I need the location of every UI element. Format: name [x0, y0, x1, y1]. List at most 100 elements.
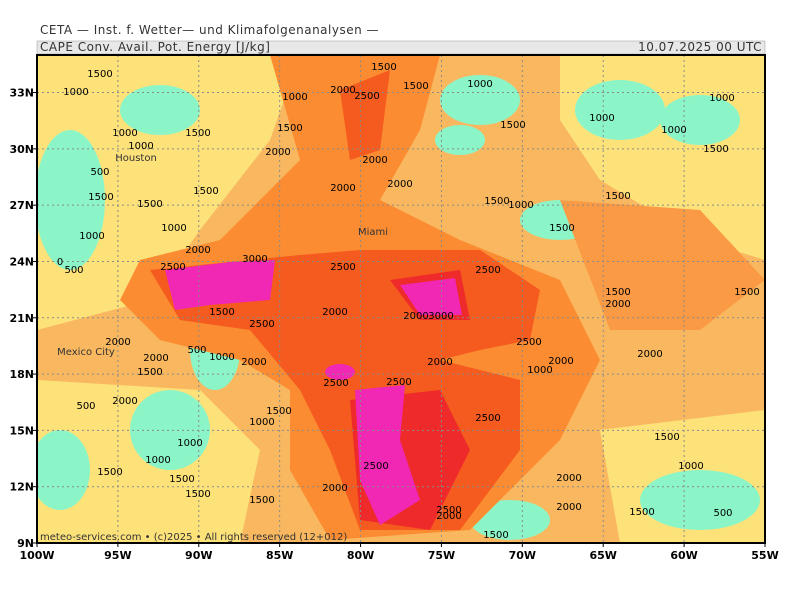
header-title: CETA — Inst. f. Wetter— und Klimafolgena… — [40, 23, 379, 37]
contour-label: 2000 — [330, 183, 355, 194]
contour-label: 2500 — [160, 262, 185, 273]
map-frame — [36, 54, 766, 544]
contour-label: 1000 — [249, 417, 274, 428]
contour-label: 1500 — [249, 495, 274, 506]
lon-tick-label: 90W — [185, 549, 212, 562]
contour-label: 500 — [187, 345, 206, 356]
contour-label: 1500 — [88, 192, 113, 203]
lon-tick-label: 60W — [670, 549, 697, 562]
contour-label: 1500 — [137, 367, 162, 378]
contour-label: 1500 — [403, 81, 428, 92]
contour-label: 1500 — [266, 406, 291, 417]
product-name: CAPE Conv. Avail. Pot. Energy [J/kg] — [40, 40, 270, 54]
contour-label: 1500 — [169, 474, 194, 485]
lon-tick-label: 55W — [751, 549, 778, 562]
contour-label: 1500 — [605, 287, 630, 298]
contour-label: 3000 — [242, 254, 267, 265]
contour-label: 2000 — [637, 349, 662, 360]
contour-label: 1500 — [193, 186, 218, 197]
contour-label: 1500 — [277, 123, 302, 134]
contour-label: 3000 — [428, 311, 453, 322]
contour-label: 2000 — [427, 357, 452, 368]
contour-label: 2500 — [436, 505, 461, 516]
contour-label: 1500 — [654, 432, 679, 443]
lat-tick-label: 30N — [9, 143, 34, 156]
contour-label: 1000 — [508, 200, 533, 211]
lon-tick-label: 70W — [509, 549, 536, 562]
footer-credit: meteo-services.com • (c)2025 • All right… — [40, 532, 347, 543]
contour-label: 1000 — [589, 113, 614, 124]
contour-label: 2000 — [143, 353, 168, 364]
contour-label: 1000 — [112, 128, 137, 139]
contour-label: 2000 — [403, 311, 428, 322]
contour-label: 1000 — [145, 455, 170, 466]
contour-label: 1500 — [605, 191, 630, 202]
lat-tick-label: 33N — [9, 87, 34, 100]
lon-tick-label: 100W — [19, 549, 54, 562]
contour-label: 1000 — [678, 461, 703, 472]
contour-label: 1500 — [185, 128, 210, 139]
contour-label: 1500 — [484, 196, 509, 207]
contour-label: 1000 — [161, 223, 186, 234]
contour-label: 2000 — [605, 299, 630, 310]
contour-label: 2500 — [475, 413, 500, 424]
contour-label: 1500 — [371, 62, 396, 73]
lon-tick-label: 65W — [589, 549, 616, 562]
lat-tick-label: 15N — [9, 424, 34, 437]
city-label: Mexico City — [57, 347, 115, 358]
lat-tick-label: 21N — [9, 312, 34, 325]
contour-label: 1500 — [87, 69, 112, 80]
lon-tick-label: 75W — [428, 549, 455, 562]
contour-label: 2000 — [362, 155, 387, 166]
lat-tick-label: 18N — [9, 368, 34, 381]
contour-label: 1000 — [661, 125, 686, 136]
contour-label: 1500 — [549, 223, 574, 234]
contour-label: 0 — [57, 257, 63, 268]
contour-label: 1500 — [483, 530, 508, 541]
contour-label: 1000 — [63, 87, 88, 98]
contour-label: 1500 — [734, 287, 759, 298]
contour-label: 1500 — [500, 120, 525, 131]
contour-label: 2000 — [322, 483, 347, 494]
contour-label: 2500 — [354, 91, 379, 102]
contour-label: 1500 — [185, 489, 210, 500]
contour-label: 2500 — [363, 461, 388, 472]
contour-label: 2000 — [265, 147, 290, 158]
contour-label: 1000 — [209, 352, 234, 363]
contour-label: 2500 — [330, 262, 355, 273]
contour-label: 2500 — [475, 265, 500, 276]
contour-label: 1000 — [527, 365, 552, 376]
city-label: Houston — [115, 153, 157, 164]
lat-tick-label: 9N — [17, 537, 34, 550]
contour-label: 1500 — [703, 144, 728, 155]
contour-label: 1000 — [467, 79, 492, 90]
contour-label: 2000 — [556, 502, 581, 513]
contour-label: 500 — [76, 401, 95, 412]
contour-label: 2000 — [112, 396, 137, 407]
lon-tick-label: 80W — [347, 549, 374, 562]
contour-label: 1000 — [177, 438, 202, 449]
contour-label: 2000 — [241, 357, 266, 368]
lat-tick-label: 24N — [9, 255, 34, 268]
contour-label: 2000 — [387, 179, 412, 190]
contour-label: 1500 — [209, 307, 234, 318]
lat-tick-label: 27N — [9, 199, 34, 212]
cape-field — [37, 55, 765, 543]
contour-label: 2500 — [323, 378, 348, 389]
contour-label: 2000 — [436, 511, 461, 522]
contour-label: 1000 — [128, 141, 153, 152]
contour-label: 1500 — [629, 507, 654, 518]
contour-label: 500 — [64, 265, 83, 276]
contour-label: 2000 — [330, 85, 355, 96]
contour-label: 2000 — [548, 356, 573, 367]
lat-tick-label: 12N — [9, 481, 34, 494]
contour-label: 1000 — [282, 92, 307, 103]
contour-label: 1000 — [709, 93, 734, 104]
lon-tick-label: 85W — [266, 549, 293, 562]
contour-label: 2500 — [249, 319, 274, 330]
contour-label: 2500 — [516, 337, 541, 348]
contour-label: 500 — [713, 508, 732, 519]
contour-label: 2000 — [556, 473, 581, 484]
